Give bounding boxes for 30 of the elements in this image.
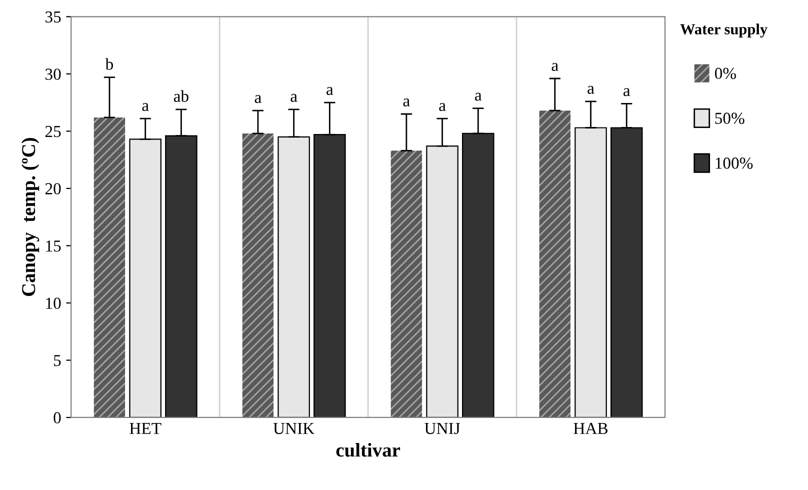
data-label: a: [403, 98, 410, 106]
legend-label: 0%: [714, 68, 736, 80]
y-tick-label: 10: [46, 298, 61, 309]
y-tick-label: 15: [46, 240, 61, 252]
legend-title: Water supply: [680, 24, 768, 38]
data-label: a: [588, 86, 594, 94]
x-tick-label: UNIK: [273, 422, 314, 434]
data-label: a: [623, 88, 630, 96]
x-tick-label: HET: [130, 422, 162, 434]
data-label: a: [326, 87, 334, 95]
x-tick-label: UNIJ: [424, 422, 460, 434]
y-axis-title: Canopy temp. (ºC): [21, 138, 40, 296]
y-tick-label: 35: [46, 11, 61, 23]
data-label: ab: [174, 90, 188, 102]
x-tick-label: HAB: [574, 422, 608, 434]
data-label: a: [290, 94, 298, 102]
y-tick-label: 5: [54, 355, 61, 366]
data-label: a: [439, 103, 446, 112]
y-tick-label: 20: [45, 183, 61, 194]
y-tick-label: 0: [54, 412, 61, 424]
y-tick-label: 30: [46, 68, 61, 80]
data-label: a: [254, 95, 262, 104]
data-label: a: [552, 62, 558, 71]
data-label: b: [105, 58, 114, 70]
data-label: a: [142, 103, 149, 112]
data-label: a: [475, 92, 482, 101]
legend-label: 100%: [716, 158, 753, 169]
x-axis-title: cultivar: [336, 443, 400, 457]
legend-label: 50%: [715, 112, 744, 124]
y-tick-label: 25: [45, 126, 61, 138]
